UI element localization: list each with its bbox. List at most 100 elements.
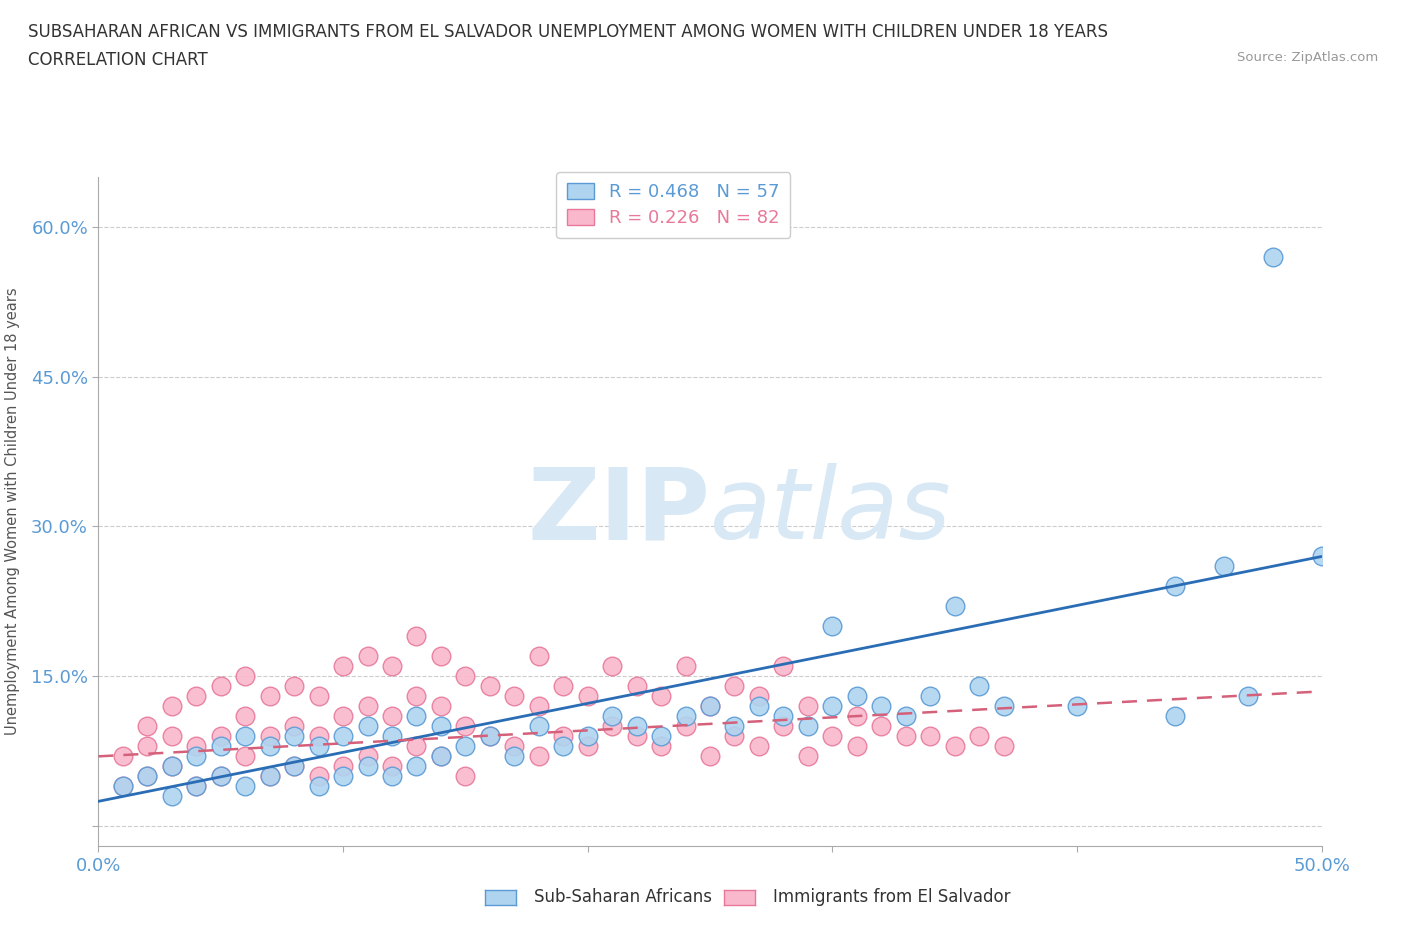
Point: [186, 779, 208, 794]
Point: [381, 659, 404, 674]
Point: [503, 689, 526, 704]
Point: [845, 709, 868, 724]
Point: [553, 679, 575, 694]
Point: [233, 779, 256, 794]
Point: [626, 719, 648, 734]
Point: [160, 729, 183, 744]
Legend: R = 0.468   N = 57, R = 0.226   N = 82: R = 0.468 N = 57, R = 0.226 N = 82: [557, 172, 790, 238]
Point: [308, 769, 330, 784]
Point: [478, 679, 501, 694]
Point: [553, 739, 575, 754]
Point: [650, 729, 672, 744]
Point: [797, 749, 820, 764]
Point: [283, 719, 305, 734]
Point: [259, 769, 281, 784]
Point: [356, 749, 378, 764]
Text: Source: ZipAtlas.com: Source: ZipAtlas.com: [1237, 51, 1378, 64]
Point: [186, 689, 208, 704]
Point: [332, 729, 354, 744]
Point: [283, 759, 305, 774]
Point: [308, 739, 330, 754]
Point: [748, 699, 770, 714]
Point: [527, 649, 550, 664]
Text: SUBSAHARAN AFRICAN VS IMMIGRANTS FROM EL SALVADOR UNEMPLOYMENT AMONG WOMEN WITH : SUBSAHARAN AFRICAN VS IMMIGRANTS FROM EL…: [28, 23, 1108, 41]
Point: [186, 739, 208, 754]
Point: [136, 769, 159, 784]
Point: [283, 729, 305, 744]
Point: [527, 719, 550, 734]
Point: [1261, 249, 1284, 264]
Point: [381, 729, 404, 744]
Point: [209, 769, 232, 784]
Point: [870, 719, 893, 734]
Point: [748, 739, 770, 754]
Point: [405, 759, 427, 774]
Point: [1066, 699, 1088, 714]
Point: [576, 689, 599, 704]
Point: [283, 759, 305, 774]
Point: [699, 749, 721, 764]
Point: [894, 709, 917, 724]
Point: [503, 749, 526, 764]
Point: [405, 629, 427, 644]
Point: [675, 709, 697, 724]
Point: [1237, 689, 1260, 704]
Point: [993, 699, 1015, 714]
Point: [503, 739, 526, 754]
Point: [894, 729, 917, 744]
Point: [600, 659, 623, 674]
Point: [967, 679, 990, 694]
Point: [332, 709, 354, 724]
Point: [748, 689, 770, 704]
Point: [576, 739, 599, 754]
Point: [430, 649, 453, 664]
Point: [943, 739, 966, 754]
Point: [527, 699, 550, 714]
Point: [186, 779, 208, 794]
Point: [1310, 549, 1333, 564]
Point: [405, 689, 427, 704]
Point: [136, 739, 159, 754]
Point: [845, 739, 868, 754]
Point: [209, 729, 232, 744]
Text: atlas: atlas: [710, 463, 952, 560]
Point: [283, 679, 305, 694]
Point: [381, 769, 404, 784]
Point: [821, 699, 844, 714]
Point: [160, 759, 183, 774]
Point: [600, 709, 623, 724]
Point: [478, 729, 501, 744]
Point: [1164, 579, 1187, 594]
Point: [821, 619, 844, 634]
Point: [772, 719, 794, 734]
Point: [111, 749, 134, 764]
Point: [553, 729, 575, 744]
Point: [870, 699, 893, 714]
Point: [209, 679, 232, 694]
Point: [454, 769, 477, 784]
Text: CORRELATION CHART: CORRELATION CHART: [28, 51, 208, 69]
Point: [650, 739, 672, 754]
Point: [308, 689, 330, 704]
Point: [259, 739, 281, 754]
Point: [233, 709, 256, 724]
Point: [209, 739, 232, 754]
Point: [111, 779, 134, 794]
Point: [405, 739, 427, 754]
Point: [136, 769, 159, 784]
Point: [920, 689, 942, 704]
Point: [405, 709, 427, 724]
Point: [993, 739, 1015, 754]
Point: [308, 729, 330, 744]
Point: [527, 749, 550, 764]
Point: [356, 699, 378, 714]
Point: [797, 699, 820, 714]
Point: [626, 729, 648, 744]
Point: [233, 729, 256, 744]
Point: [723, 679, 745, 694]
Point: [772, 659, 794, 674]
Y-axis label: Unemployment Among Women with Children Under 18 years: Unemployment Among Women with Children U…: [4, 287, 20, 736]
Point: [675, 719, 697, 734]
Point: [356, 719, 378, 734]
Point: [209, 769, 232, 784]
